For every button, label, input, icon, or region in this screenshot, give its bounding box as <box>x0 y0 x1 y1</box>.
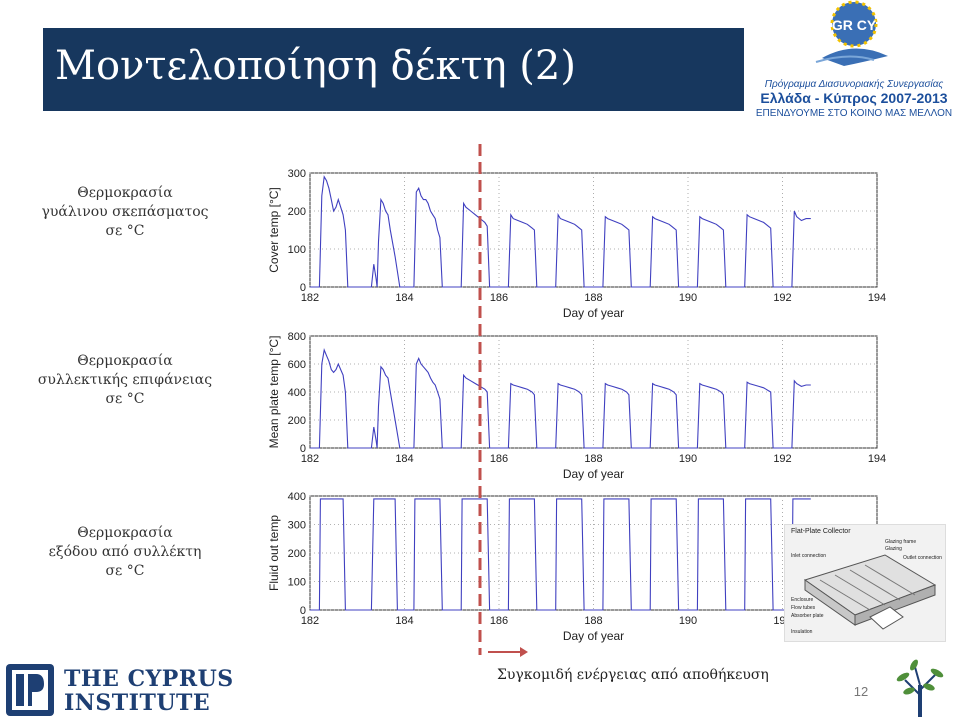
x-axis-label: Day of year <box>563 629 624 643</box>
x-tick-label: 182 <box>301 453 319 465</box>
y-tick-label: 300 <box>288 168 306 180</box>
collector-label: Insulation <box>791 629 813 635</box>
x-tick-label: 186 <box>490 453 508 465</box>
slide-title: Μοντελοποίηση δέκτη (2) <box>55 43 576 89</box>
series-line <box>310 348 811 449</box>
x-tick-label: 192 <box>773 453 791 465</box>
y-tick-label: 200 <box>288 548 306 560</box>
cyi-text-line1: THE CYPRUS <box>64 666 234 692</box>
x-tick-label: 184 <box>395 453 413 465</box>
x-tick-label: 182 <box>301 615 319 627</box>
grcy-mark: GR CY <box>832 17 877 33</box>
y-tick-label: 100 <box>288 244 306 256</box>
grcy-program-text: Πρόγραμμα Διασυνοριακής Συνεργασίας <box>764 79 944 90</box>
y-tick-label: 200 <box>288 415 306 427</box>
x-tick-label: 192 <box>773 292 791 304</box>
cyi-text-line2: INSTITUTE <box>64 690 211 716</box>
collector-label: Flow tubes <box>791 605 816 611</box>
x-tick-label: 186 <box>490 615 508 627</box>
cyi-emblem-icon <box>6 664 54 716</box>
collector-label: Glazing frame <box>885 539 917 545</box>
fluid-temp-chart: 1821841861881901921940100200300400Day of… <box>267 491 886 643</box>
grcy-emblem-icon: GR CY <box>815 0 888 66</box>
x-tick-label: 184 <box>395 292 413 304</box>
x-axis-label: Day of year <box>563 306 624 320</box>
x-tick-label: 188 <box>584 292 602 304</box>
y-tick-label: 0 <box>300 443 306 455</box>
x-tick-label: 184 <box>395 615 413 627</box>
x-axis-label: Day of year <box>563 467 624 481</box>
fluid-temp-label: Θερμοκρασία εξόδου από συλλέκτη σε °C <box>48 525 202 579</box>
cover-temp-label: Θερμοκρασία γυάλινου σκεπάσματος σε °C <box>41 185 209 239</box>
plate-temp-label: Θερμοκρασία συλλεκτικής επιφάνειας σε °C <box>37 353 213 407</box>
x-tick-label: 186 <box>490 292 508 304</box>
x-tick-label: 190 <box>679 292 697 304</box>
series-line <box>310 175 811 288</box>
x-tick-label: 190 <box>679 615 697 627</box>
collector-label: Glazing <box>885 546 902 552</box>
x-tick-label: 194 <box>868 292 886 304</box>
x-tick-label: 190 <box>679 453 697 465</box>
title-bar: Μοντελοποίηση δέκτη (2) <box>43 28 744 111</box>
x-tick-label: 182 <box>301 292 319 304</box>
collector-label: Enclosure <box>791 597 814 603</box>
plate-temp-chart: 182 184 186 188 190 192 194 0 200 400 600 800 Day of… <box>267 331 886 481</box>
y-axis-label: Fluid out temp <box>267 515 281 591</box>
y-tick-label: 300 <box>288 520 306 532</box>
y-tick-label: 800 <box>288 331 306 343</box>
x-tick-label: 188 <box>584 453 602 465</box>
collector-title: Flat-Plate Collector <box>791 528 851 535</box>
cover-temp-chart: 182 184 186 188 190 192 194 0 100 200 300 Day of ye… <box>267 168 886 320</box>
collector-label: Absorber plate <box>791 613 824 619</box>
series-line <box>310 498 811 611</box>
storage-caption: Συγκομιδή ενέργειας από αποθήκευση <box>497 667 769 683</box>
grcy-title-text: Ελλάδα - Κύπρος 2007-2013 <box>760 90 948 106</box>
arrow-head-icon <box>520 647 528 657</box>
collector-label: Outlet connection <box>903 555 942 561</box>
collector-diagram: Flat-Plate Collector Glazing frame Glazi… <box>784 524 946 642</box>
y-tick-label: 100 <box>288 577 306 589</box>
collector-drawing-icon <box>803 554 937 630</box>
y-axis-label: Cover temp [°C] <box>267 187 281 273</box>
y-tick-label: 400 <box>288 491 306 503</box>
olive-tree-icon <box>896 659 944 717</box>
x-tick-label: 188 <box>584 615 602 627</box>
y-tick-label: 0 <box>300 282 306 294</box>
collector-label: Inlet connection <box>791 553 827 559</box>
page-number: 12 <box>853 684 869 699</box>
y-tick-label: 200 <box>288 206 306 218</box>
y-axis-label: Mean plate temp [°C] <box>267 336 281 449</box>
y-tick-label: 600 <box>288 359 306 371</box>
y-tick-label: 400 <box>288 387 306 399</box>
grcy-motto-text: ΕΠΕΝΔΥΟΥΜΕ ΣΤΟ ΚΟΙΝΟ ΜΑΣ ΜΕΛΛΟΝ <box>755 108 953 119</box>
storage-marker <box>478 144 528 657</box>
cyprus-institute-logo: THE CYPRUS INSTITUTE <box>4 660 233 720</box>
y-tick-label: 0 <box>300 605 306 617</box>
x-tick-label: 194 <box>868 453 886 465</box>
grcy-logo: GR CY Πρόγραμμα Διασυνοριακής Συνεργασία… <box>754 0 959 122</box>
